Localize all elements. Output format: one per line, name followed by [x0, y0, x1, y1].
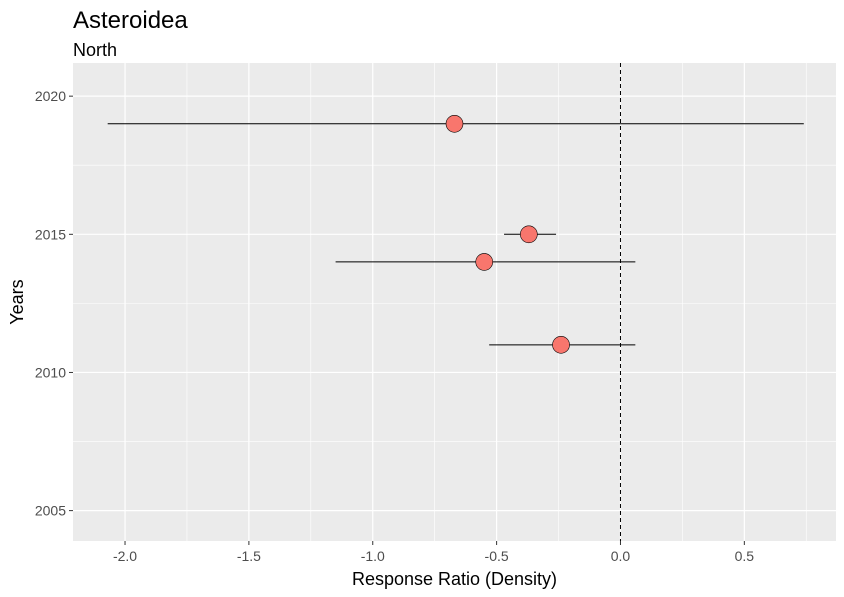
- chart-subtitle: North: [73, 40, 117, 60]
- data-point: [475, 253, 494, 271]
- x-tick-label: -2.0: [113, 548, 137, 564]
- x-tick-label: 0.0: [611, 548, 631, 564]
- x-tick-label: -1.5: [237, 548, 261, 564]
- x-tick-label: -1.0: [361, 548, 385, 564]
- x-tick-label: -0.5: [485, 548, 509, 564]
- minor-gridlines: [73, 63, 836, 541]
- data-point: [445, 114, 464, 133]
- x-axis: -2.0 -1.5 -1.0 -0.5 0.0 0.5: [113, 541, 754, 564]
- y-axis-title: Years: [7, 279, 27, 324]
- y-tick-label: 2010: [35, 364, 66, 380]
- x-axis-title: Response Ratio (Density): [352, 569, 557, 589]
- data-point: [520, 225, 538, 244]
- data-points: [445, 114, 570, 354]
- y-tick-label: 2020: [35, 88, 66, 104]
- y-axis: 2005 2010 2015 2020: [35, 88, 73, 519]
- x-tick-label: 0.5: [735, 548, 755, 564]
- y-tick-label: 2015: [35, 226, 66, 242]
- chart-title: Asteroidea: [73, 7, 188, 34]
- data-point: [552, 336, 570, 354]
- y-tick-label: 2005: [35, 503, 66, 519]
- plot-panel: [73, 63, 836, 541]
